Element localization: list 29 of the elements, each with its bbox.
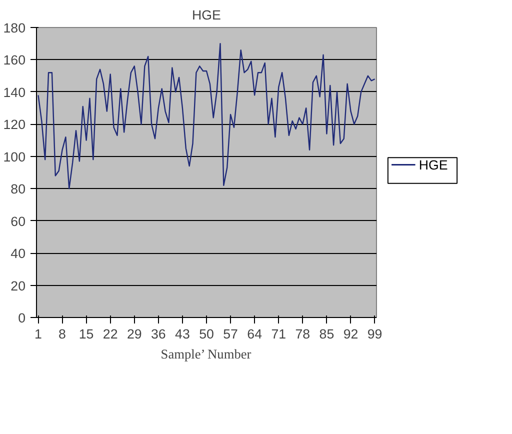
y-tick-label: 140 (3, 84, 26, 100)
y-tick-label: 100 (3, 149, 26, 164)
x-tick-label: 78 (295, 326, 310, 342)
y-tick-label: 60 (10, 214, 26, 229)
y-tick-label: 20 (10, 278, 26, 294)
x-tick-label: 64 (247, 326, 263, 342)
y-tick-label: 0 (18, 310, 26, 326)
x-tick-label: 1 (34, 326, 42, 342)
x-tick-label: 57 (223, 326, 238, 342)
x-tick-label: 99 (367, 326, 382, 342)
y-tick-label: 180 (3, 20, 26, 36)
y-tick-label: 80 (10, 182, 26, 197)
x-tick-label: 43 (175, 326, 190, 342)
y-tick-label: 160 (3, 52, 26, 68)
y-tick-label: 40 (10, 246, 26, 262)
x-tick-label: 36 (151, 326, 166, 342)
chart-title: HGE (192, 8, 222, 22)
x-tick-label: 8 (58, 326, 66, 342)
x-axis-title: Sample’ Number (160, 346, 252, 362)
x-tick-label: 85 (319, 326, 334, 342)
x-tick-label: 50 (199, 326, 214, 342)
x-tick-label: 92 (343, 326, 358, 342)
legend-label: HGE (418, 157, 448, 172)
x-tick-label: 71 (271, 326, 286, 342)
y-tick-label: 120 (3, 117, 26, 132)
line-series (38, 43, 376, 190)
x-tick-label: 15 (78, 326, 94, 342)
x-tick-label: 29 (126, 326, 142, 342)
x-tick-label: 22 (102, 326, 118, 342)
